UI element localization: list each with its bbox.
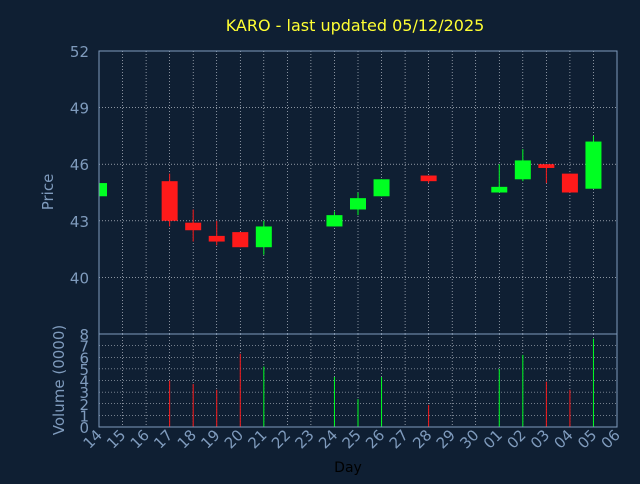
volume-tick-label: 4 [79, 373, 89, 391]
x-tick-label: 21 [244, 426, 270, 452]
volume-tick-label: 2 [79, 396, 89, 414]
volume-bars [98, 338, 594, 427]
candle-body [161, 181, 178, 221]
price-tick-label: 46 [70, 156, 89, 174]
volume-tick-label: 7 [79, 338, 89, 356]
x-tick-label: 23 [292, 426, 318, 452]
x-tick-label: 27 [386, 426, 412, 452]
x-tick-label: 02 [503, 426, 529, 452]
candle-body [208, 235, 225, 242]
candle-body [326, 215, 343, 227]
chart-title: KARO - last updated 05/12/2025 [226, 16, 485, 35]
candle-body [420, 175, 437, 182]
volume-tick-label: 8 [79, 326, 89, 344]
x-tick-label: 16 [127, 426, 153, 452]
volume-tick-label: 6 [79, 349, 89, 367]
volume-plot-frame [98, 333, 618, 428]
candle-body [561, 173, 578, 193]
volume-tick-label: 3 [79, 384, 89, 402]
price-tick-label: 43 [70, 213, 89, 231]
price-tick-label: 40 [70, 269, 89, 287]
candle-body [514, 160, 531, 180]
x-tick-label: 03 [527, 426, 553, 452]
x-tick-label: 19 [197, 426, 223, 452]
candle-body [373, 179, 390, 197]
volume-tick-label: 1 [79, 407, 89, 425]
candle-body [350, 198, 366, 210]
x-tick-label: 04 [551, 426, 577, 452]
x-tick-label: 15 [103, 426, 129, 452]
price-y-ticks: 40 43 46 49 52 [70, 43, 89, 287]
x-tick-label: 22 [268, 426, 294, 452]
x-tick-label: 20 [221, 426, 247, 452]
x-tick-label: 06 [598, 426, 624, 452]
x-tick-label: 30 [456, 426, 482, 452]
x-tick-label: 17 [150, 426, 176, 452]
candle-body [99, 183, 107, 197]
x-tick-label: 01 [480, 426, 506, 452]
volume-axis-label: Volume (0000) [50, 325, 68, 435]
price-axis-label: Price [39, 174, 57, 211]
x-tick-label: 05 [574, 426, 600, 452]
candle-body [538, 164, 555, 168]
candles [98, 135, 602, 255]
candle-body [255, 226, 272, 248]
candle-body [491, 186, 508, 193]
x-tick-label: 26 [362, 426, 388, 452]
candle-body [185, 222, 202, 231]
x-tick-label: 24 [315, 426, 341, 452]
x-tick-label: 18 [174, 426, 200, 452]
x-tick-label: 29 [433, 426, 459, 452]
volume-tick-label: 5 [79, 361, 89, 379]
x-tick-label: 28 [409, 426, 435, 452]
x-ticks: 1415161718192021222324252627282930010203… [80, 426, 624, 452]
candle-body [585, 141, 602, 189]
volume-tick-label: 0 [79, 419, 89, 437]
candle-body [232, 232, 249, 248]
x-axis-label: Day [334, 460, 362, 476]
price-tick-label: 49 [70, 100, 89, 118]
x-tick-label: 25 [339, 426, 365, 452]
price-tick-label: 52 [70, 43, 89, 61]
